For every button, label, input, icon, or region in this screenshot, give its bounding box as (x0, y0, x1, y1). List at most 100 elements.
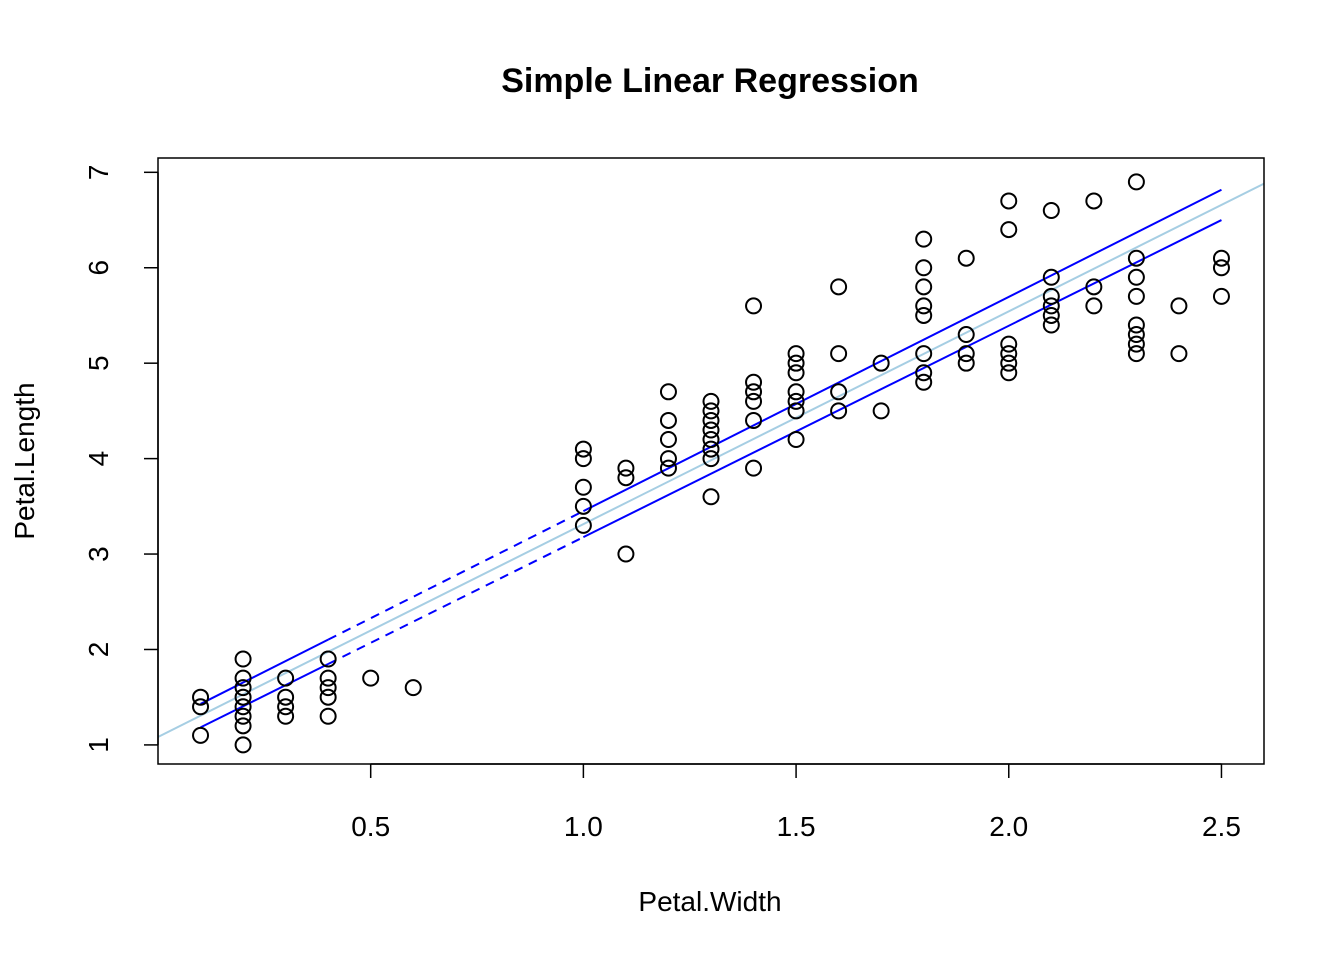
data-point (830, 278, 848, 296)
data-point (1127, 316, 1145, 334)
data-point (277, 698, 295, 716)
data-point (872, 402, 890, 420)
data-point (1085, 278, 1103, 296)
data-point (1000, 192, 1018, 210)
x-tick-label: 2.5 (1202, 811, 1241, 842)
data-point (404, 679, 422, 697)
data-point (319, 688, 337, 706)
data-point (617, 545, 635, 563)
data-point (659, 450, 677, 468)
data-point (702, 392, 720, 410)
data-point (787, 431, 805, 449)
data-point (702, 421, 720, 439)
data-point (319, 679, 337, 697)
data-point (277, 707, 295, 725)
data-point (659, 411, 677, 429)
data-point (1212, 259, 1230, 277)
data-point (617, 469, 635, 487)
data-point (1212, 287, 1230, 305)
data-point (745, 297, 763, 315)
data-point (1000, 221, 1018, 239)
y-tick-label: 1 (83, 737, 114, 753)
y-tick-label: 7 (83, 165, 114, 181)
data-point (234, 679, 252, 697)
data-point (745, 392, 763, 410)
data-point (574, 516, 592, 534)
confidence-upper-dashed (327, 510, 584, 641)
data-point (1127, 173, 1145, 191)
data-point (1000, 345, 1018, 363)
data-point (702, 431, 720, 449)
data-point (872, 354, 890, 372)
data-point (574, 478, 592, 496)
data-point (1042, 297, 1060, 315)
data-point (574, 497, 592, 515)
data-point (915, 278, 933, 296)
data-point (787, 392, 805, 410)
data-point (915, 297, 933, 315)
data-point (234, 707, 252, 725)
data-point (702, 411, 720, 429)
data-point (234, 650, 252, 668)
data-point (787, 402, 805, 420)
data-point (787, 354, 805, 372)
x-axis-label: Petal.Width (638, 886, 781, 917)
data-point (702, 488, 720, 506)
data-point (1000, 335, 1018, 353)
data-point (234, 669, 252, 687)
data-point (1127, 345, 1145, 363)
data-point (1085, 192, 1103, 210)
data-point (319, 650, 337, 668)
data-point (319, 707, 337, 725)
data-point (1042, 287, 1060, 305)
data-point (915, 259, 933, 277)
data-point (915, 364, 933, 382)
data-point (787, 383, 805, 401)
data-point (1170, 297, 1188, 315)
data-point (192, 698, 210, 716)
data-point (192, 726, 210, 744)
data-point (745, 373, 763, 391)
data-point (957, 345, 975, 363)
x-tick-label: 1.0 (564, 811, 603, 842)
data-point (192, 688, 210, 706)
data-point (659, 383, 677, 401)
data-point (915, 230, 933, 248)
data-point (362, 669, 380, 687)
data-point (830, 383, 848, 401)
fit-lines (158, 182, 1264, 738)
data-point (659, 459, 677, 477)
x-axis: 0.5 1.0 1.5 2.0 2.5 (351, 763, 1241, 842)
confidence-upper-line (200, 638, 329, 705)
confidence-lower-dashed (327, 536, 584, 665)
data-point (1127, 268, 1145, 286)
data-point (1042, 306, 1060, 324)
y-tick-label: 4 (83, 451, 114, 467)
confidence-lower-line (200, 663, 329, 729)
data-point (915, 345, 933, 363)
data-point (277, 669, 295, 687)
data-point (787, 364, 805, 382)
data-point (319, 669, 337, 687)
data-point (915, 306, 933, 324)
data-point (702, 440, 720, 458)
data-point (1212, 249, 1230, 267)
data-point (957, 354, 975, 372)
data-point (574, 450, 592, 468)
data-point (745, 459, 763, 477)
confidence-lower-line (582, 219, 1222, 539)
data-point (1042, 268, 1060, 286)
data-point (234, 698, 252, 716)
data-point (702, 450, 720, 468)
data-point (1000, 364, 1018, 382)
data-point (1000, 354, 1018, 372)
x-tick-label: 2.0 (989, 811, 1028, 842)
data-point (617, 459, 635, 477)
data-point (1042, 201, 1060, 219)
data-point (957, 326, 975, 344)
data-point (659, 431, 677, 449)
regression-line (158, 182, 1264, 738)
x-tick-label: 1.5 (777, 811, 816, 842)
data-point (234, 688, 252, 706)
